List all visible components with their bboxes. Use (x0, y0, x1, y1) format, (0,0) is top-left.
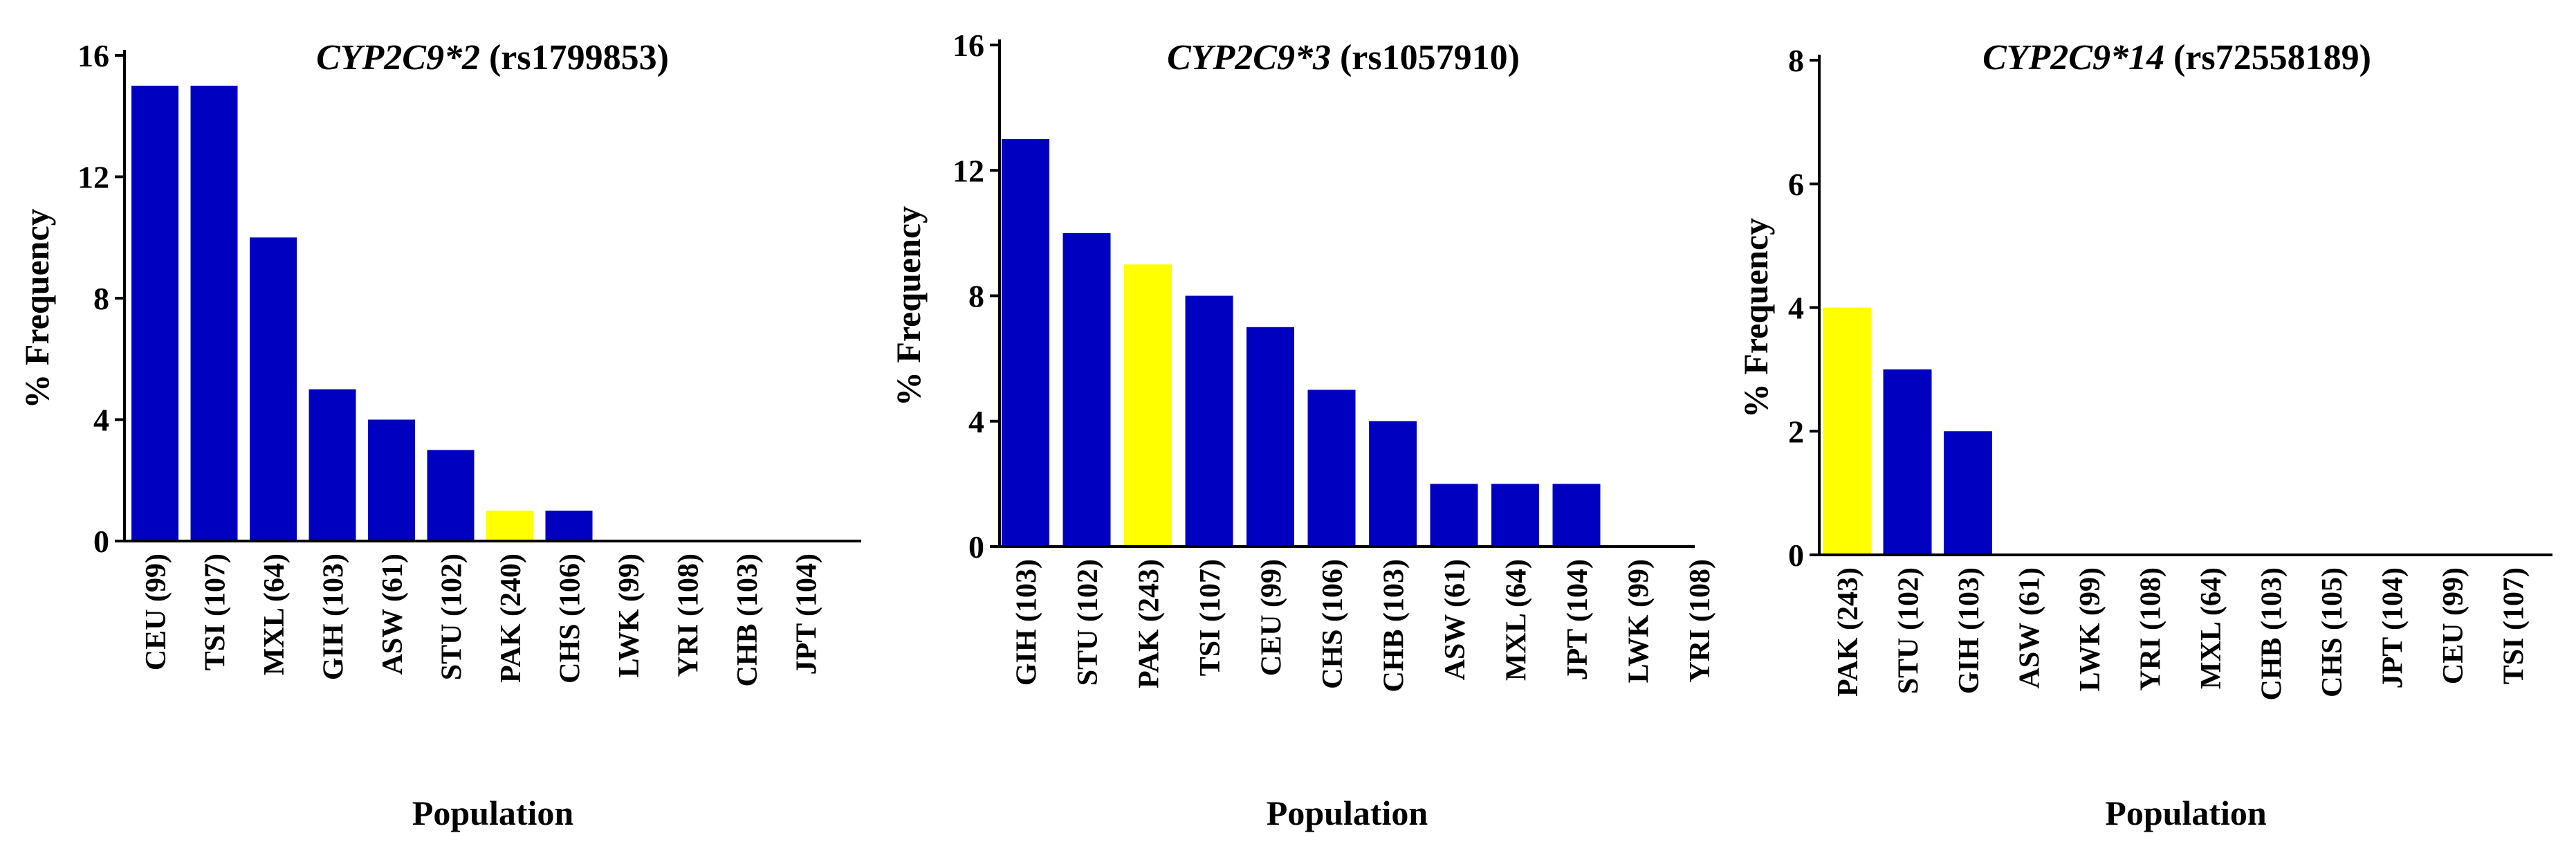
x-tick-label: JPT (104) (791, 553, 823, 675)
chart-title: CYP2C9*14 (rs72558189) (1982, 38, 2371, 77)
x-tick-label: ASW (61) (1439, 559, 1471, 680)
x-tick-label: PAK (243) (1832, 567, 1864, 697)
x-tick-label: GIH (103) (1953, 567, 1985, 694)
x-tick-label: MXL (64) (259, 553, 291, 675)
y-tick-label: 4 (968, 404, 984, 439)
x-tick-label: STU (102) (1893, 567, 1925, 694)
x-tick-label: CHS (106) (555, 553, 587, 684)
bar-jpt (1552, 484, 1601, 547)
x-tick-label: JPT (104) (2377, 567, 2409, 688)
y-tick-label: 8 (968, 279, 984, 314)
y-tick-label: 12 (77, 160, 109, 195)
x-tick-label: ASW (61) (2014, 567, 2046, 688)
x-tick-label: STU (102) (436, 553, 468, 680)
bar-gih (1002, 138, 1049, 547)
bar-mxl (1491, 484, 1539, 547)
x-tick-label: JPT (104) (1562, 559, 1594, 680)
x-axis-label: Population (2105, 794, 2267, 832)
y-tick-label: 0 (93, 524, 109, 559)
y-tick-label: 6 (1788, 167, 1804, 202)
y-axis-label: % Frequency (889, 206, 928, 406)
chart-panel-1: CYP2C9*2 (rs1799853) 0 4 8 12 16 CEU (99) TSI (… (17, 38, 861, 832)
chart-title-gene: CYP2C9*2 (316, 38, 480, 77)
x-tick-label: GIH (103) (1011, 559, 1043, 686)
chart-title: CYP2C9*3 (rs1057910) (1167, 38, 1520, 77)
bar-pak (486, 511, 533, 541)
x-tick-label: CHB (103) (2256, 567, 2288, 701)
bar-stu (427, 450, 475, 541)
bar-chs (1307, 390, 1356, 547)
x-tick-label: ASW (61) (377, 553, 409, 675)
chart-panel-2: CYP2C9*3 (rs1057910) 0 4 8 12 16 GIH (103) STU … (889, 28, 1716, 832)
x-axis-label: Population (1267, 794, 1428, 832)
bar-gih (1944, 431, 1992, 555)
x-tick-label: TSI (107) (1195, 559, 1226, 676)
y-tick-label: 4 (1788, 291, 1804, 326)
x-tick-label: CHB (103) (1379, 559, 1410, 693)
chart-title-rs: (rs1057910) (1331, 38, 1520, 77)
y-axis-label: % Frequency (1736, 218, 1775, 418)
x-tick-label: CHB (103) (732, 553, 764, 687)
x-tick-label: GIH (103) (318, 553, 350, 680)
y-tick-label: 2 (1788, 414, 1804, 449)
y-tick-label: 0 (968, 529, 984, 565)
bar-pak (1823, 307, 1871, 555)
x-tick-label: LWK (99) (1623, 559, 1655, 683)
chart-title-gene: CYP2C9*3 (1167, 38, 1331, 77)
y-tick-label: 4 (93, 403, 109, 438)
x-tick-label: CHS (105) (2317, 567, 2348, 697)
x-tick-label: CEU (99) (140, 553, 172, 670)
x-tick-label: LWK (99) (614, 553, 645, 677)
bar-chs (545, 511, 593, 541)
x-tick-label: CEU (99) (1256, 559, 1288, 676)
y-tick-label: 8 (93, 281, 109, 316)
y-tick-label: 0 (1788, 538, 1804, 573)
bar-pak (1124, 264, 1172, 547)
y-tick-label: 12 (953, 153, 984, 188)
x-tick-label: PAK (240) (495, 553, 527, 683)
x-tick-label: YRI (108) (673, 553, 705, 677)
chart-title-gene: CYP2C9*14 (1982, 38, 2164, 77)
bar-mxl (250, 237, 297, 541)
x-tick-label: TSI (107) (2499, 567, 2530, 684)
bar-asw (368, 419, 415, 541)
bar-tsi (1185, 295, 1233, 547)
x-tick-label: YRI (108) (2135, 567, 2167, 690)
x-axis-label: Population (412, 794, 574, 832)
chart-title-rs: (rs1799853) (480, 38, 669, 77)
bar-ceu (131, 85, 178, 541)
x-tick-label: LWK (99) (2074, 567, 2106, 691)
chart-title: CYP2C9*2 (rs1799853) (316, 38, 669, 77)
y-tick-label: 16 (77, 38, 109, 73)
x-tick-label: MXL (64) (2196, 567, 2227, 689)
x-tick-label: PAK (243) (1134, 559, 1166, 688)
bar-chb (1369, 421, 1417, 547)
y-tick-label: 16 (953, 28, 984, 63)
bar-tsi (190, 85, 238, 541)
x-tick-label: YRI (108) (1684, 559, 1716, 682)
x-tick-label: CHS (106) (1317, 559, 1349, 689)
bar-stu (1062, 232, 1111, 547)
x-tick-label: STU (102) (1072, 559, 1104, 686)
x-tick-label: CEU (99) (2438, 567, 2469, 684)
y-axis-label: % Frequency (17, 208, 56, 408)
bar-asw (1430, 484, 1478, 547)
x-tick-label: TSI (107) (200, 553, 232, 670)
y-tick-label: 8 (1788, 43, 1804, 78)
bar-gih (309, 389, 356, 541)
x-tick-label: MXL (64) (1501, 559, 1533, 681)
bar-stu (1883, 369, 1932, 555)
bar-ceu (1246, 327, 1294, 547)
chart-panel-3: CYP2C9*14 (rs72558189) 0 2 4 6 8 PAK (243) STU … (1736, 38, 2552, 832)
chart-title-rs: (rs72558189) (2164, 38, 2371, 77)
